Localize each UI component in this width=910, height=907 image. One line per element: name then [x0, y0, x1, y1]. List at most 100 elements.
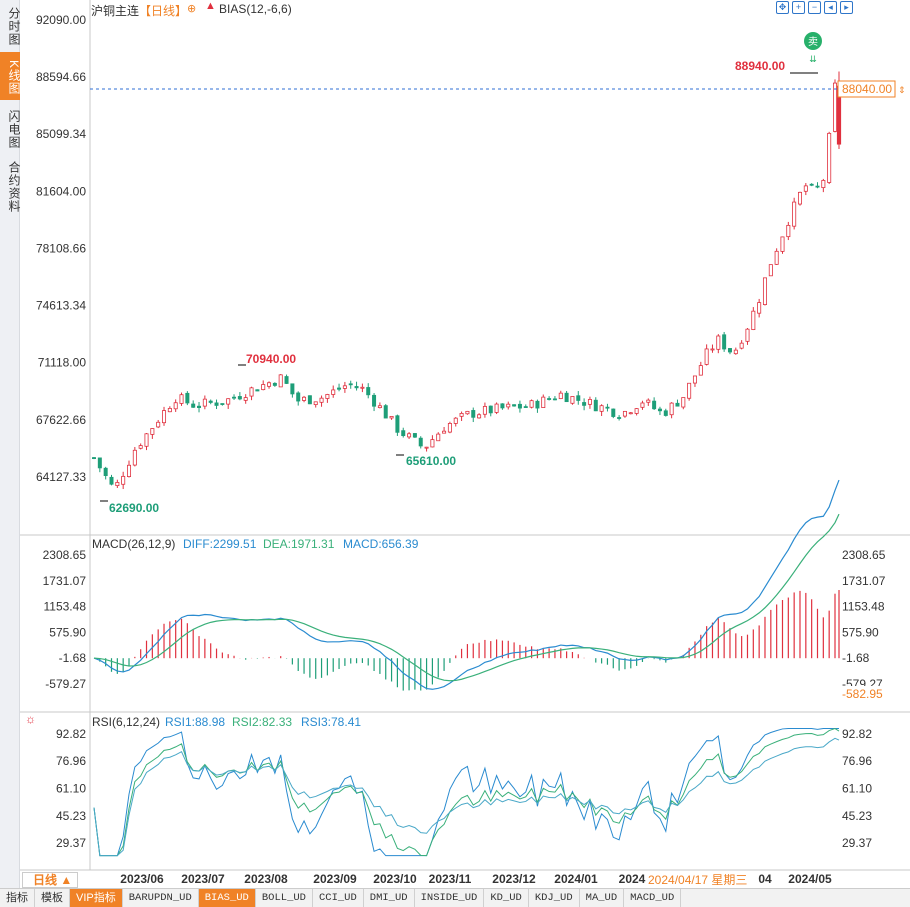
candle-body	[500, 403, 505, 409]
candle-body	[150, 428, 155, 435]
period-selector[interactable]: 日线 ▲	[22, 872, 78, 888]
indicator-tab--[interactable]: 模板	[35, 889, 70, 907]
macd-value: MACD:656.39	[343, 537, 419, 551]
low-label: 62690.00	[109, 501, 159, 515]
candle-body	[284, 376, 289, 384]
rsi-y-tick: 29.37	[56, 836, 86, 850]
candle-body	[669, 402, 674, 416]
candle-body	[272, 382, 277, 386]
candle-body	[156, 421, 161, 428]
indicator-tab-cci-ud[interactable]: CCI_UD	[313, 889, 364, 907]
macd-y-tick-right: 1731.07	[842, 574, 886, 588]
candle-body	[506, 403, 511, 408]
candle-body	[459, 413, 464, 417]
zoom-in-icon[interactable]: +	[792, 1, 805, 14]
cursor-date-box	[646, 872, 758, 887]
indicator-tab-kdj-ud[interactable]: KDJ_UD	[529, 889, 580, 907]
candle-body	[278, 374, 283, 388]
y-tick-label: 64127.33	[36, 470, 86, 484]
y-tick-label: 71118.00	[38, 356, 87, 370]
indicator-tab-boll-ud[interactable]: BOLL_UD	[256, 889, 313, 907]
x-axis-label: 2023/09	[313, 872, 357, 886]
candle-body	[733, 349, 738, 355]
candle-body	[319, 397, 324, 403]
zoom-out-icon[interactable]: −	[808, 1, 821, 14]
current-price-label: 88040.00	[842, 82, 892, 96]
candle-body	[348, 383, 353, 386]
candle-body	[372, 394, 377, 407]
macd-diff-line	[93, 479, 840, 690]
rsi-y-tick: 76.96	[56, 754, 86, 768]
candle-body	[482, 406, 487, 415]
candle-body	[325, 394, 330, 399]
candle-body	[815, 185, 820, 188]
rsi-y-tick-right: 92.82	[842, 727, 872, 741]
y-tick-label: 88594.66	[36, 70, 86, 84]
indicator-tab-barupdn-ud[interactable]: BARUPDN_UD	[123, 889, 199, 907]
candle-body	[226, 398, 231, 405]
candle-body	[523, 406, 528, 408]
tab-time-share[interactable]: 分时图	[7, 7, 21, 46]
rsi-1: RSI1:88.98	[165, 715, 225, 729]
candle-body	[827, 132, 832, 183]
rsi-y-tick: 45.23	[56, 809, 86, 823]
rsi-2: RSI2:82.33	[232, 715, 292, 729]
candle-body	[261, 384, 266, 391]
candle-body	[395, 415, 400, 433]
cursor-date-label: 2024/04/17 星期三	[648, 873, 747, 887]
candle-body	[552, 398, 557, 401]
candle-body	[605, 406, 610, 409]
candle-body	[512, 404, 517, 407]
x-axis-label: 2023/10	[373, 872, 417, 886]
plus-icon[interactable]: ⊕	[187, 3, 197, 15]
indicator-tab-dmi-ud[interactable]: DMI_UD	[364, 889, 415, 907]
indicator-flag-icon[interactable]: ▲	[205, 0, 216, 12]
indicator-tab--[interactable]: 指标	[0, 889, 35, 907]
tab-kline[interactable]: K线图	[0, 52, 21, 100]
candle-body	[529, 400, 534, 408]
expand-icon[interactable]: ✥	[776, 1, 789, 14]
indicator-tab-bias-ud[interactable]: BIAS_UD	[198, 889, 256, 907]
candle-body	[214, 402, 219, 406]
local-high-label: 70940.00	[246, 352, 296, 366]
candle-body	[185, 392, 190, 404]
indicator-title: BIAS(12,-6,6)	[219, 2, 292, 16]
indicator-tab-vip-[interactable]: VIP指标	[70, 889, 123, 907]
indicator-tab-inside-ud[interactable]: INSIDE_UD	[415, 889, 485, 907]
candle-body	[558, 392, 563, 400]
candle-body	[173, 402, 178, 410]
macd-y-tick: 1731.07	[43, 574, 87, 588]
candle-body	[191, 403, 196, 408]
sell-badge	[804, 32, 822, 50]
macd-y-tick: 1153.48	[44, 600, 87, 614]
candle-body	[302, 396, 307, 401]
macd-y-tick: -579.27	[45, 677, 86, 691]
candle-body	[739, 342, 744, 349]
candle-body	[722, 334, 727, 350]
candle-body	[267, 382, 272, 387]
left-tab-bar: 分时图 K线图 闪电图 合约资料	[0, 0, 21, 888]
candle-body	[698, 365, 703, 376]
candle-body	[127, 464, 132, 477]
indicator-tab-macd-ud[interactable]: MACD_UD	[624, 889, 682, 907]
candle-body	[162, 410, 167, 424]
candle-body	[797, 191, 802, 205]
candle-body	[255, 389, 260, 392]
chart-area[interactable]: 92090.00 88594.66 85099.34 81604.00 78108.66…	[20, 0, 910, 888]
macd-y-tick: -1.68	[59, 651, 87, 665]
indicator-tab-ma-ud[interactable]: MA_UD	[580, 889, 625, 907]
tab-contract-info[interactable]: 合约资料	[7, 160, 21, 213]
y-tick-label: 85099.34	[36, 127, 86, 141]
candle-body	[138, 445, 143, 449]
period-tag: 【日线】	[139, 4, 188, 18]
candle-body	[628, 412, 633, 415]
tab-flash-chart[interactable]: 闪电图	[7, 110, 21, 149]
x-axis-label: 2023/11	[429, 872, 472, 886]
chart-svg[interactable]: 92090.00 88594.66 85099.34 81604.00 78108.66…	[20, 0, 910, 888]
indicator-tab-kd-ud[interactable]: KD_UD	[484, 889, 529, 907]
candle-body	[220, 403, 225, 405]
candle-body	[237, 396, 242, 400]
scroll-right-icon[interactable]: ▸	[840, 1, 853, 14]
candle-body	[786, 224, 791, 238]
scroll-left-icon[interactable]: ◂	[824, 1, 837, 14]
